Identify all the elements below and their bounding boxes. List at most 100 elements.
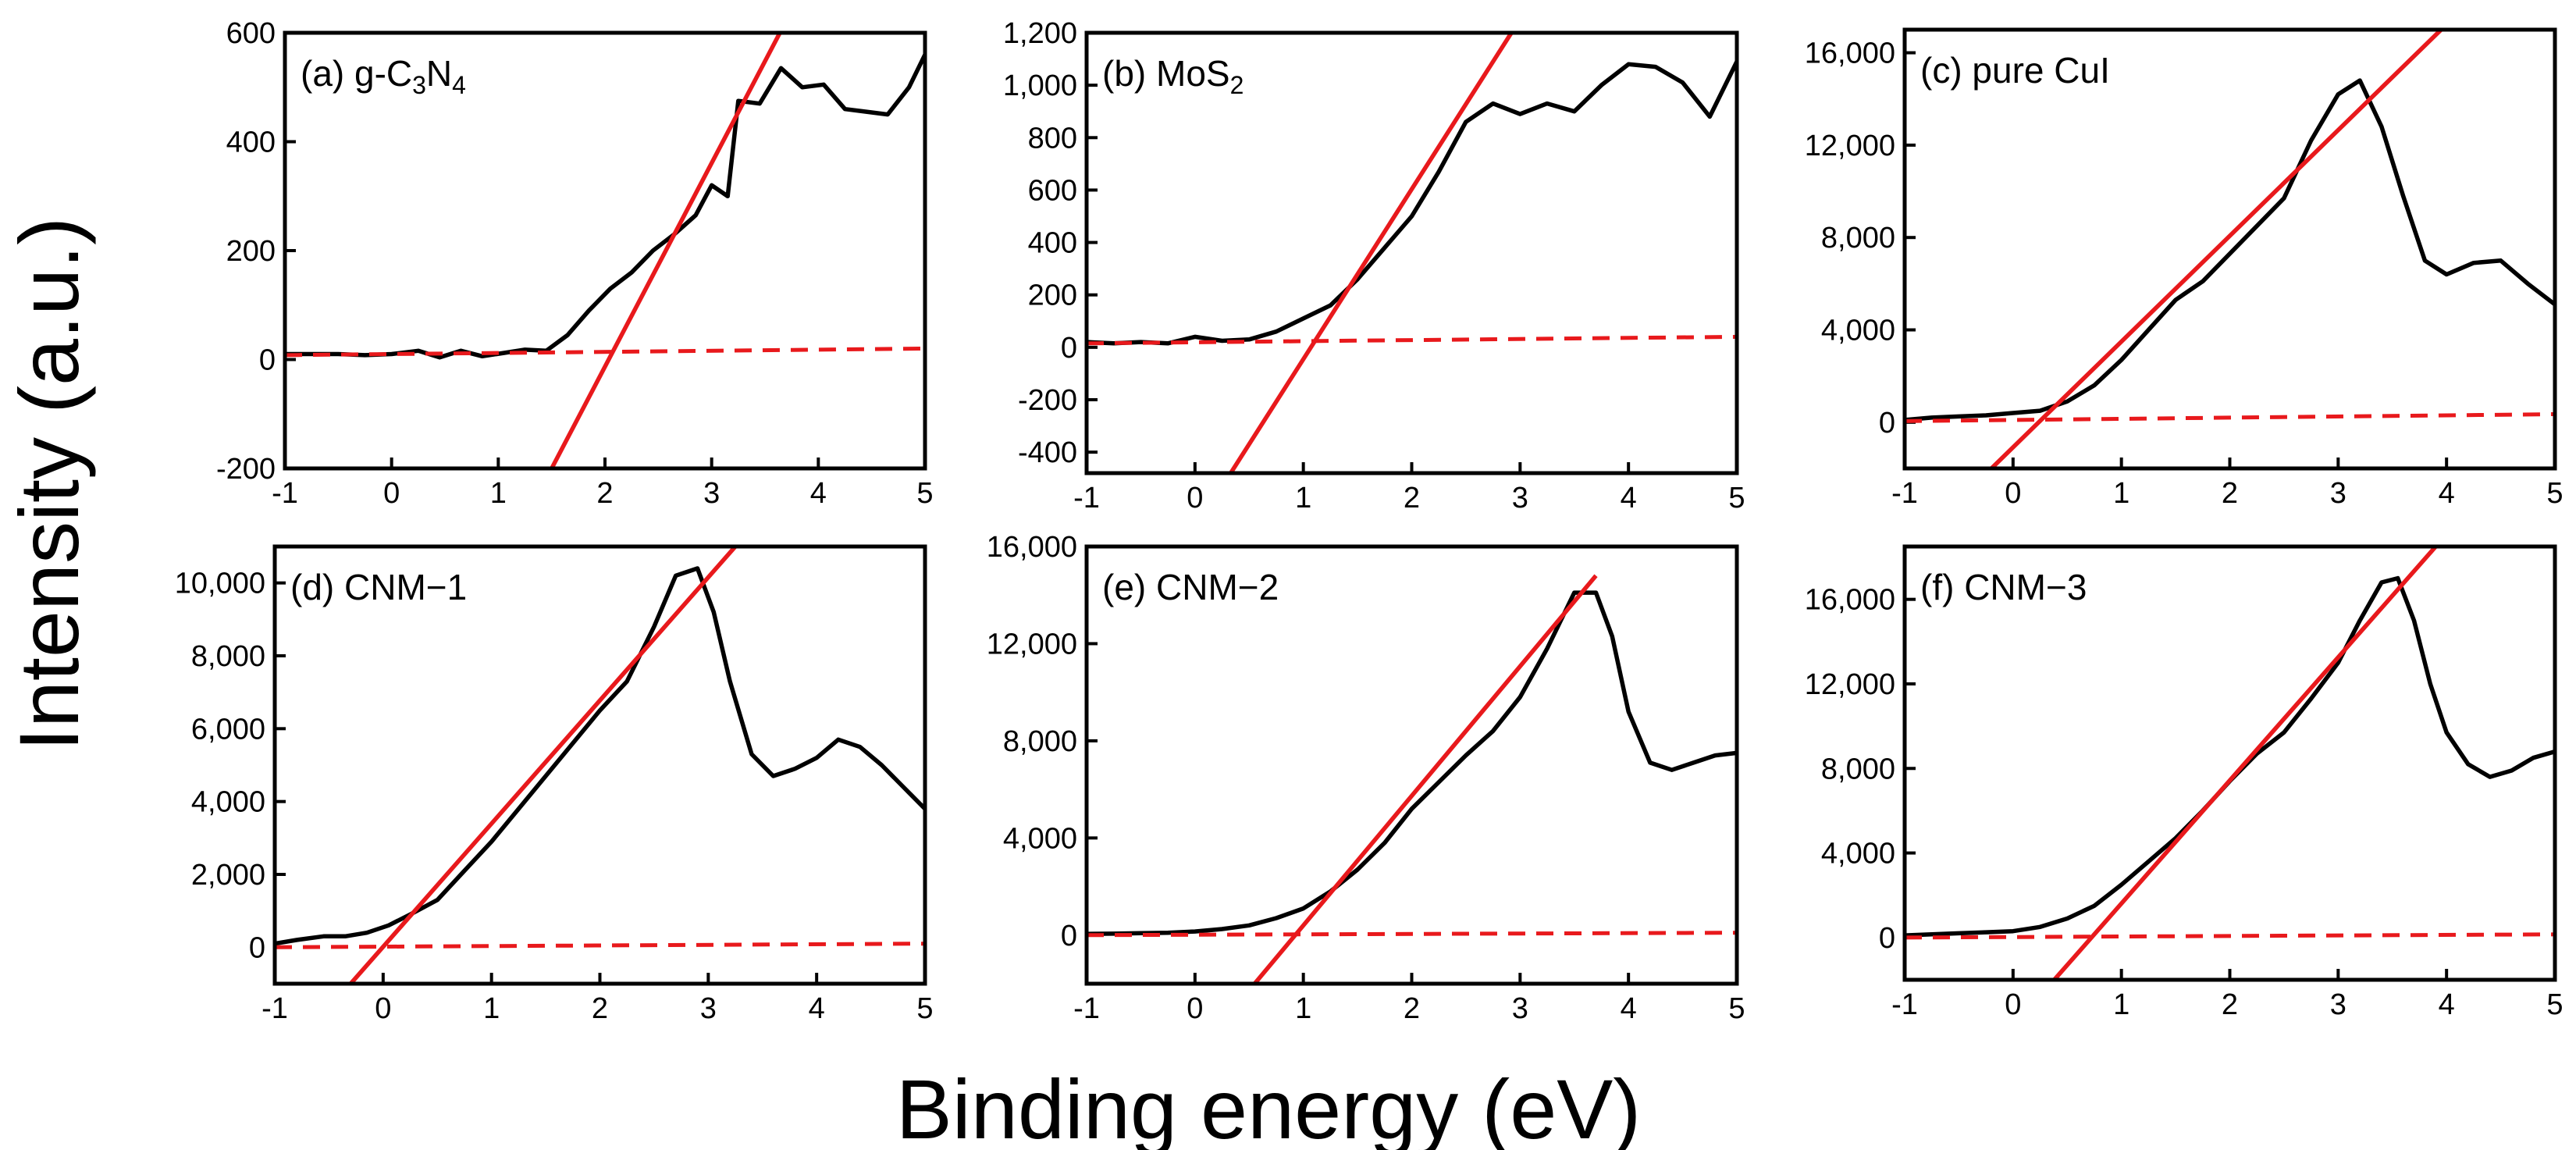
panel-label-text: (f) CNM−3	[1920, 567, 2087, 607]
y-tick-label: 400	[1028, 227, 1077, 260]
x-tick-label: 4	[2439, 988, 2455, 1021]
y-tick-label: 600	[226, 17, 276, 50]
plot-frame	[283, 30, 927, 471]
x-tick-label: 4	[1621, 482, 1637, 514]
x-tick-label: 2	[1404, 992, 1420, 1025]
x-tick-label: 2	[596, 477, 613, 510]
baseline-dashed-line	[1905, 412, 2555, 423]
panel-label-subscript: 3	[412, 71, 426, 99]
x-tick-label: 2	[2222, 477, 2238, 510]
x-tick-label: 4	[810, 477, 827, 510]
panel-label: (d) CNM−1	[290, 567, 467, 607]
x-tick-label: 0	[2005, 477, 2021, 510]
x-tick-label: 5	[916, 477, 933, 510]
panel-label: (a) g-C3N4	[301, 53, 466, 99]
y-tick-label: 2,000	[191, 859, 265, 892]
panel-label-text: (a) g-C	[301, 53, 412, 94]
x-tick-label: -1	[1891, 477, 1918, 510]
linear-fit-line	[349, 547, 738, 984]
y-tick-label: 8,000	[191, 640, 265, 673]
x-tick-label: 0	[383, 477, 400, 510]
x-tick-label: 3	[1512, 992, 1528, 1025]
y-tick-label: 4,000	[1821, 838, 1895, 871]
x-tick-label: -1	[272, 477, 298, 510]
plot-frame	[272, 544, 927, 986]
plot-frame	[1084, 30, 1739, 475]
x-tick-label: 0	[1187, 992, 1203, 1025]
y-tick-label: 0	[1061, 920, 1077, 952]
panel-f: -1 0 1 2 3 4 5 0 4,000 8,000 12,000 16,000 (f) CNM−3	[1805, 544, 2564, 1021]
x-tick-label: 0	[375, 992, 391, 1025]
y-tick-label: 12,000	[1805, 130, 1895, 162]
linear-fit-line	[1253, 574, 1598, 984]
x-tick-label: 4	[1621, 992, 1637, 1025]
panel-label-text: (b) MoS	[1102, 53, 1230, 94]
x-tick-label: 1	[2113, 988, 2129, 1021]
baseline-dashed-line	[1905, 932, 2555, 940]
linear-fit-line	[550, 33, 782, 468]
x-tick-label: 0	[1187, 482, 1203, 514]
y-tick-label: 1,000	[1003, 69, 1077, 102]
plot-frame	[1902, 27, 2557, 471]
panel-c: -1 0 1 2 3 4 5 0 4,000 8,000 12,000 16,000 (c) pure …	[1805, 27, 2564, 510]
panel-label: (b) MoS2	[1102, 53, 1244, 99]
y-tick-label: 600	[1028, 174, 1077, 207]
y-tick-label: -200	[1018, 384, 1077, 417]
baseline-dashed-line	[1087, 334, 1737, 346]
x-tick-label: 1	[2113, 477, 2129, 510]
x-tick-label: 4	[2439, 477, 2455, 510]
x-tick-label: 3	[703, 477, 720, 510]
plot-frame	[1902, 544, 2557, 982]
data-curve	[1087, 590, 1737, 936]
panel-label-text: (d) CNM−1	[290, 567, 467, 607]
panel-label-text: (c) pure CuI	[1920, 50, 2110, 91]
plot-frame	[1084, 544, 1739, 986]
x-tick-label: 1	[1295, 482, 1311, 514]
data-curve	[275, 566, 925, 946]
y-tick-label: 4,000	[191, 786, 265, 819]
panel-label-text: N	[426, 53, 452, 94]
y-tick-label: 0	[249, 931, 265, 964]
x-tick-label: 3	[1512, 482, 1528, 514]
panel-b: -1 0 1 2 3 4 5 -400 -200 0 200 400 600 800 1,000 1,200 (…	[1003, 17, 1745, 514]
x-tick-label: 2	[2222, 988, 2238, 1021]
panel-label: (c) pure CuI	[1920, 50, 2110, 91]
y-tick-label: 6,000	[191, 713, 265, 746]
x-tick-label: -1	[1073, 992, 1100, 1025]
x-tick-label: 2	[1404, 482, 1420, 514]
linear-fit-line	[2052, 547, 2438, 980]
y-tick-label: 4,000	[1821, 315, 1895, 347]
data-curve	[285, 53, 925, 360]
baseline-dashed-line	[285, 347, 925, 358]
y-tick-label: 8,000	[1003, 725, 1077, 758]
y-tick-label: 16,000	[1805, 584, 1895, 617]
y-tick-label: 16,000	[1805, 37, 1895, 70]
y-tick-label: 12,000	[987, 628, 1077, 660]
x-tick-label: -1	[1073, 482, 1100, 514]
panel-d: -1 0 1 2 3 4 5 0 2,000 4,000 6,000 8,000 10,000 (d) C…	[175, 544, 934, 1025]
y-tick-label: 8,000	[1821, 222, 1895, 255]
y-tick-label: 16,000	[987, 531, 1077, 564]
panel-label: (e) CNM−2	[1102, 567, 1279, 607]
y-tick-label: 800	[1028, 122, 1077, 155]
y-axis-label: Intensity (a.u.)	[2, 217, 96, 751]
x-tick-label: -1	[1891, 988, 1918, 1021]
y-tick-label: 4,000	[1003, 822, 1077, 855]
panel-label-subscript: 2	[1230, 71, 1244, 99]
y-tick-label: 0	[1061, 332, 1077, 365]
x-tick-label: 2	[592, 992, 608, 1025]
y-tick-label: -200	[216, 453, 276, 486]
y-tick-label: -400	[1018, 436, 1077, 469]
x-tick-label: 4	[809, 992, 825, 1025]
data-curve	[1087, 60, 1737, 346]
x-tick-label: 3	[2330, 477, 2347, 510]
x-tick-label: 1	[1295, 992, 1311, 1025]
y-tick-label: 200	[226, 235, 276, 268]
x-tick-label: 5	[1728, 482, 1745, 514]
x-tick-label: -1	[262, 992, 288, 1025]
x-tick-label: 3	[700, 992, 717, 1025]
x-tick-label: 5	[2546, 477, 2563, 510]
linear-fit-line	[1990, 30, 2443, 468]
